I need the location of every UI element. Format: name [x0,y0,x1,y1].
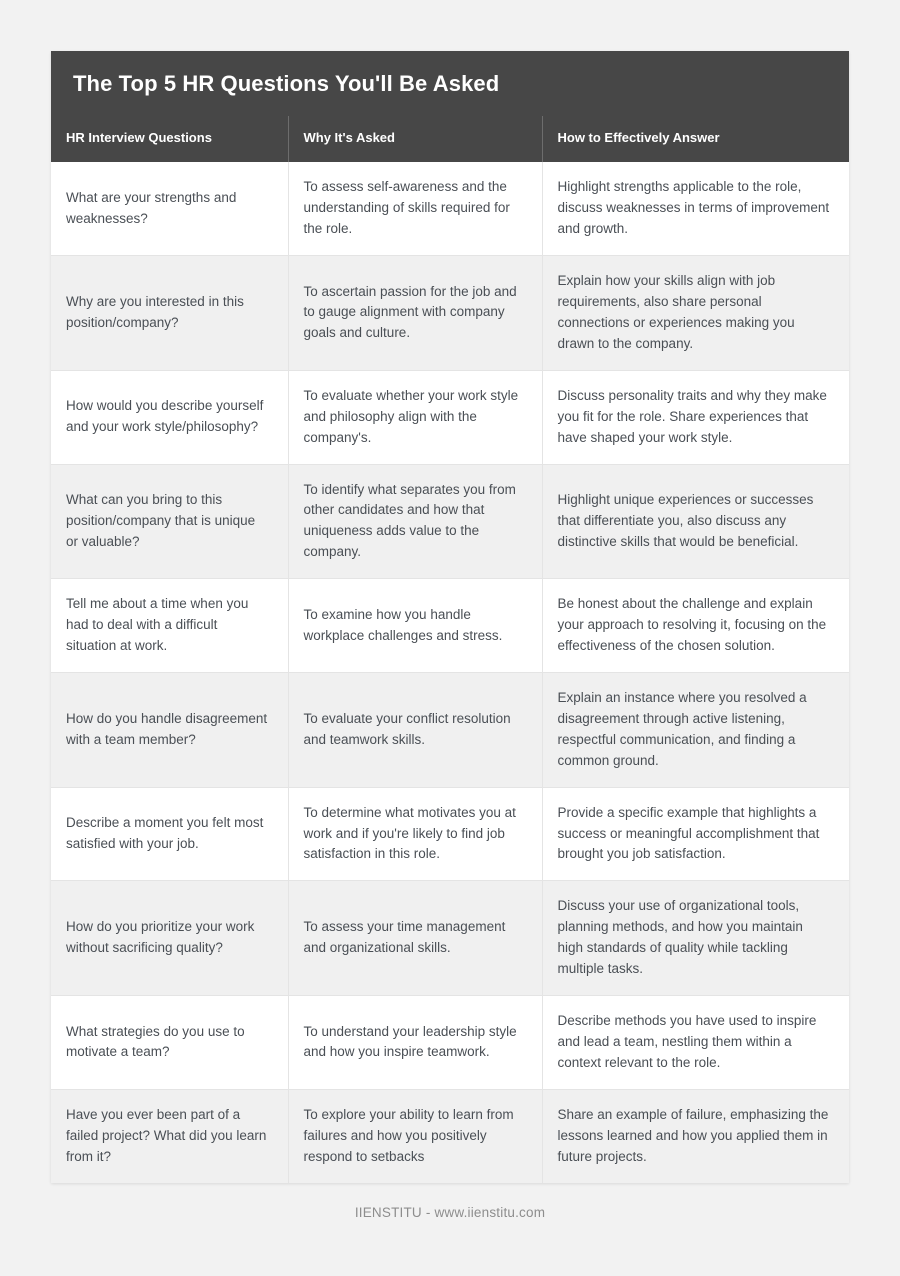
table-row: What can you bring to this position/comp… [51,464,849,580]
footer-attribution: IIENSTITU - www.iienstitu.com [354,1205,546,1220]
cell-answer: Describe methods you have used to inspir… [542,995,849,1090]
cell-answer: Highlight unique experiences or successe… [542,464,849,580]
cell-question: Have you ever been part of a failed proj… [51,1089,289,1183]
column-header-answer: How to Effectively Answer [542,116,849,163]
cell-question: What strategies do you use to motivate a… [51,995,289,1090]
cell-question: How do you handle disagreement with a te… [51,672,289,788]
cell-answer: Explain how your skills align with job r… [542,255,849,371]
hr-questions-card: The Top 5 HR Questions You'll Be Asked H… [51,51,849,1183]
table-row: Have you ever been part of a failed proj… [51,1089,849,1183]
cell-why: To ascertain passion for the job and to … [288,255,543,371]
cell-answer: Discuss personality traits and why they … [542,370,849,465]
cell-answer: Highlight strengths applicable to the ro… [542,162,849,257]
cell-question: Describe a moment you felt most satisfie… [51,787,289,882]
cell-answer: Be honest about the challenge and explai… [542,578,849,673]
cell-why: To explore your ability to learn from fa… [288,1089,543,1183]
table-header-row: HR Interview Questions Why It's Asked Ho… [51,116,849,163]
cell-why: To assess your time management and organ… [288,880,543,997]
cell-why: To evaluate whether your work style and … [288,370,543,465]
cell-question: Why are you interested in this position/… [51,255,289,371]
table-row: How do you prioritize your work without … [51,880,849,997]
cell-question: How would you describe yourself and your… [51,370,289,465]
cell-answer: Provide a specific example that highligh… [542,787,849,882]
column-header-questions: HR Interview Questions [51,116,289,163]
cell-why: To assess self-awareness and the underst… [288,162,543,257]
cell-why: To identify what separates you from othe… [288,464,543,580]
table-row: Describe a moment you felt most satisfie… [51,787,849,882]
cell-why: To understand your leadership style and … [288,995,543,1090]
cell-why: To examine how you handle workplace chal… [288,578,543,673]
table-body: What are your strengths and weaknesses? … [51,162,849,1183]
table-row: What strategies do you use to motivate a… [51,995,849,1090]
table-row: How would you describe yourself and your… [51,370,849,465]
table-row: Tell me about a time when you had to dea… [51,578,849,673]
cell-question: How do you prioritize your work without … [51,880,289,997]
cell-question: What can you bring to this position/comp… [51,464,289,580]
cell-question: What are your strengths and weaknesses? [51,162,289,257]
hr-questions-table: HR Interview Questions Why It's Asked Ho… [51,116,849,1183]
cell-answer: Discuss your use of organizational tools… [542,880,849,997]
cell-why: To determine what motivates you at work … [288,787,543,882]
cell-why: To evaluate your conflict resolution and… [288,672,543,788]
table-row: How do you handle disagreement with a te… [51,672,849,788]
page-title: The Top 5 HR Questions You'll Be Asked [51,51,849,117]
table-row: What are your strengths and weaknesses? … [51,162,849,257]
cell-answer: Share an example of failure, emphasizing… [557,1106,829,1164]
table-header: HR Interview Questions Why It's Asked Ho… [51,116,849,163]
column-header-why: Why It's Asked [288,116,543,163]
cell-answer: Explain an instance where you resolved a… [542,672,849,788]
cell-question: Tell me about a time when you had to dea… [51,578,289,673]
table-row: Why are you interested in this position/… [51,255,849,371]
